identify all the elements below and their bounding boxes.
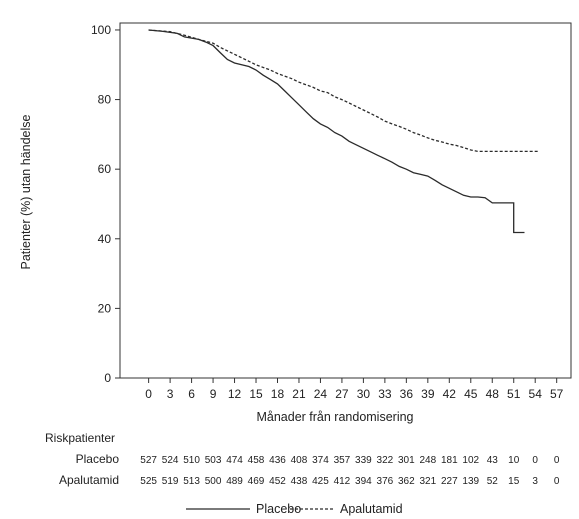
legend-label-placebo: Placebo — [256, 502, 301, 516]
x-tick-label: 12 — [228, 387, 242, 401]
risk-cell: 43 — [487, 455, 499, 466]
risk-cell: 436 — [269, 455, 286, 466]
risk-cell: 52 — [487, 476, 499, 487]
x-tick-label: 42 — [443, 387, 457, 401]
risk-cell: 339 — [355, 455, 372, 466]
x-tick-label: 3 — [167, 387, 174, 401]
y-tick-label: 80 — [98, 93, 112, 107]
risk-cell: 374 — [312, 455, 329, 466]
x-tick-label: 24 — [314, 387, 328, 401]
risk-cell: 489 — [226, 476, 243, 487]
x-tick-label: 9 — [210, 387, 217, 401]
risk-cell: 376 — [377, 476, 394, 487]
risk-cell: 394 — [355, 476, 372, 487]
x-tick-label: 48 — [486, 387, 500, 401]
risk-cell: 527 — [140, 455, 157, 466]
x-tick-label: 18 — [271, 387, 285, 401]
risk-cell: 452 — [269, 476, 286, 487]
risk-table: Placebo 527 524 510 503 474 458 436 408 374 357 339… — [59, 452, 560, 487]
series-line-placebo — [148, 29, 525, 234]
risk-row-label: Placebo — [76, 452, 120, 466]
risk-cell: 0 — [554, 455, 560, 466]
x-tick-label: 6 — [188, 387, 195, 401]
risk-cell: 510 — [183, 455, 200, 466]
y-tick-label: 0 — [104, 371, 111, 385]
y-tick-label: 60 — [98, 162, 112, 176]
x-tick-label: 0 — [145, 387, 152, 401]
risk-cell: 102 — [462, 455, 479, 466]
risk-cell: 513 — [183, 476, 200, 487]
risk-row-label: Apalutamid — [59, 473, 119, 487]
series-line-apalutamid — [148, 29, 539, 153]
risk-cell: 408 — [291, 455, 308, 466]
risk-cell: 0 — [554, 476, 560, 487]
risk-cell: 524 — [162, 455, 179, 466]
x-tick-label: 51 — [507, 387, 521, 401]
risk-cell: 248 — [419, 455, 436, 466]
risk-cell: 322 — [377, 455, 394, 466]
risk-cell: 139 — [462, 476, 479, 487]
risk-cell: 469 — [248, 476, 265, 487]
y-axis-ticks: 0 20 40 60 80 100 — [91, 23, 120, 385]
x-axis-title: Månader från randomisering — [256, 410, 413, 424]
x-tick-label: 54 — [529, 387, 543, 401]
x-axis-ticks: 0 3 6 9 12 15 18 21 24 27 30 33 36 39 42 45 48 51 54 57 — [145, 378, 564, 401]
x-tick-label: 57 — [550, 387, 564, 401]
risk-cell: 10 — [508, 455, 520, 466]
legend-label-apalutamid: Apalutamid — [340, 502, 403, 516]
x-tick-label: 39 — [421, 387, 435, 401]
risk-cell: 301 — [398, 455, 415, 466]
y-axis-title: Patienter (%) utan händelse — [19, 114, 33, 269]
risk-cell: 227 — [441, 476, 458, 487]
risk-cell: 357 — [334, 455, 351, 466]
risk-cell: 474 — [226, 455, 243, 466]
risk-cell: 500 — [205, 476, 222, 487]
risk-cell: 0 — [532, 455, 538, 466]
legend: Placebo Apalutamid — [186, 502, 403, 516]
risk-cell: 321 — [419, 476, 436, 487]
x-tick-label: 36 — [400, 387, 414, 401]
y-tick-label: 20 — [98, 301, 112, 315]
x-tick-label: 33 — [378, 387, 392, 401]
plot-frame — [119, 22, 572, 379]
risk-cell: 362 — [398, 476, 415, 487]
series-layer — [148, 29, 539, 234]
risk-cell: 3 — [532, 476, 538, 487]
x-tick-label: 45 — [464, 387, 478, 401]
risk-cell: 519 — [162, 476, 179, 487]
x-tick-label: 21 — [292, 387, 306, 401]
y-tick-label: 100 — [91, 23, 111, 37]
x-tick-label: 27 — [335, 387, 349, 401]
risk-cell: 525 — [140, 476, 157, 487]
risk-cell: 412 — [334, 476, 351, 487]
x-tick-label: 15 — [249, 387, 263, 401]
risk-cell: 425 — [312, 476, 329, 487]
x-tick-label: 30 — [357, 387, 371, 401]
risk-cell: 458 — [248, 455, 265, 466]
risk-cell: 503 — [205, 455, 222, 466]
y-tick-label: 40 — [98, 232, 112, 246]
risk-table-title: Riskpatienter — [45, 431, 115, 445]
risk-cell: 15 — [508, 476, 520, 487]
risk-cell: 181 — [441, 455, 458, 466]
risk-cell: 438 — [291, 476, 308, 487]
